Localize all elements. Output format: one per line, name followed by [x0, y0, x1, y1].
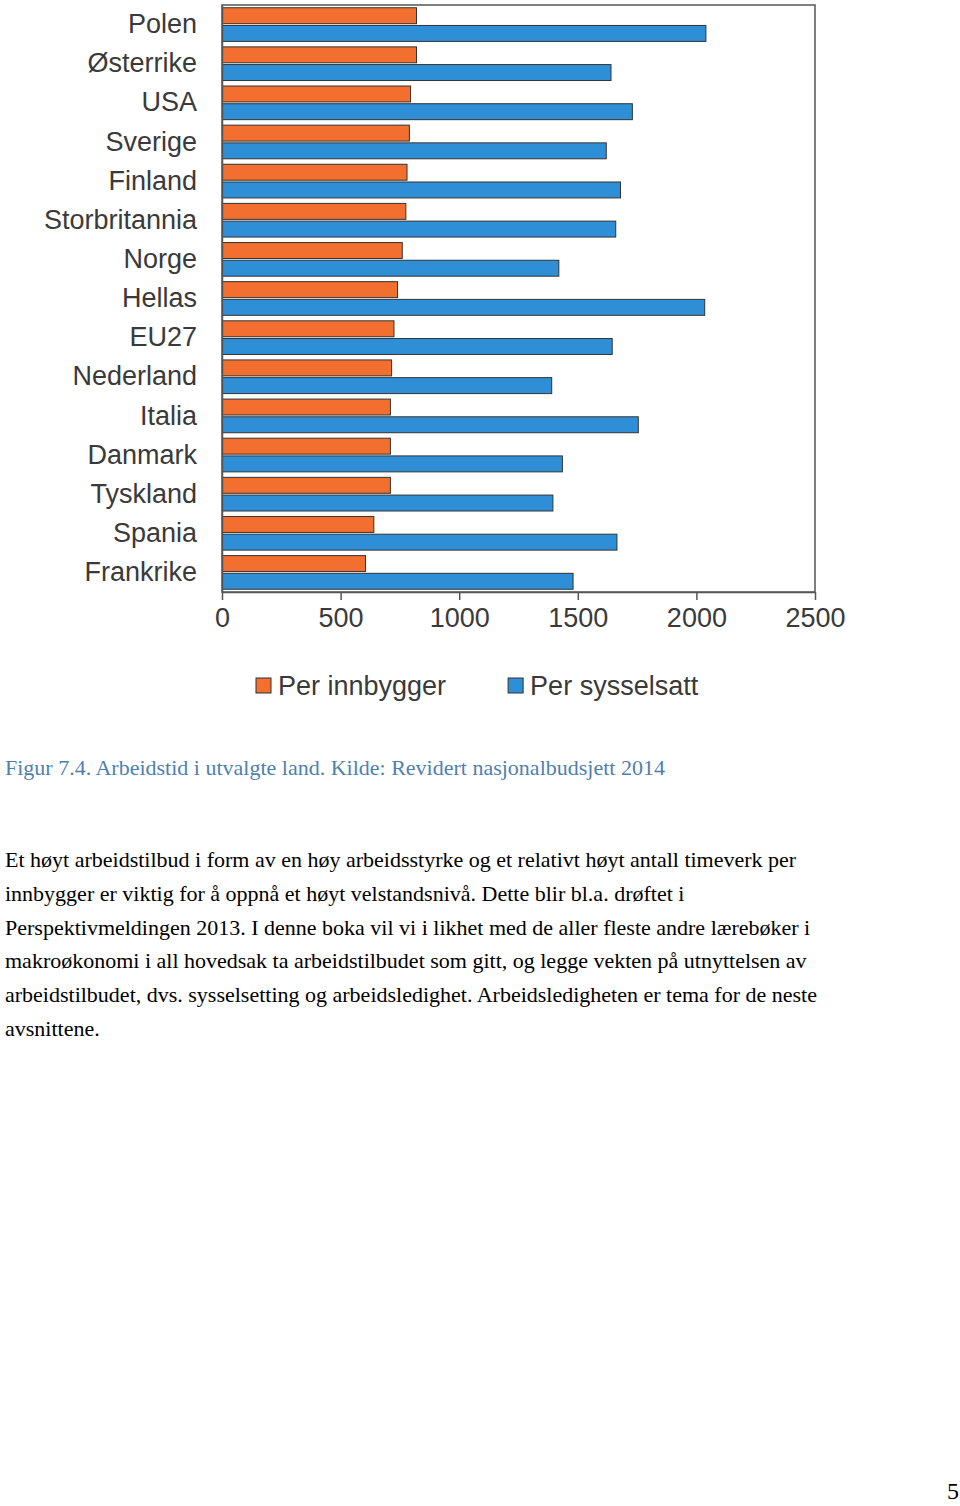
bar	[222, 456, 562, 472]
bar	[222, 104, 632, 120]
bar	[222, 299, 705, 315]
x-tick-label: 0	[215, 603, 230, 633]
bar	[222, 143, 606, 159]
bar	[222, 417, 638, 433]
y-tick: Spania	[113, 518, 222, 548]
bar	[222, 438, 390, 454]
x-tick-mark	[222, 592, 224, 600]
y-tick: Finland	[108, 166, 222, 196]
x-tick: 1000	[430, 592, 490, 633]
x-axis: 0 500 1000 1500 2000 2500	[215, 592, 846, 633]
x-tick: 0	[215, 592, 230, 633]
bar	[222, 477, 390, 493]
caption: Figur 7.4. Arbeidstid i utvalgte land. K…	[5, 755, 665, 781]
y-tick: Storbritannia	[44, 205, 222, 235]
bar	[222, 243, 402, 259]
bar	[222, 125, 409, 141]
y-tick: Østerrike	[87, 48, 222, 78]
bar	[222, 182, 620, 198]
text-line: Et høyt arbeidstilbud i form av en høy a…	[5, 843, 817, 877]
bar	[222, 164, 407, 180]
y-tick-label: Danmark	[87, 440, 197, 470]
y-tick: Hellas	[122, 283, 222, 313]
y-tick-label: Frankrike	[84, 557, 197, 587]
y-tick-label: Spania	[113, 518, 198, 548]
y-tick: Tyskland	[90, 479, 222, 509]
y-tick-label: EU27	[129, 322, 197, 352]
y-tick: Nederland	[72, 361, 222, 391]
bar	[222, 260, 559, 276]
y-tick-label: Norge	[123, 244, 197, 274]
bar	[222, 556, 366, 572]
y-axis-line	[222, 6, 224, 593]
y-tick-label: Østerrike	[87, 48, 197, 78]
text-line: innbygger er viktig for å oppnå et høyt …	[5, 877, 817, 911]
y-tick: USA	[141, 87, 222, 117]
text-line: Perspektivmeldingen 2013. I denne boka v…	[5, 911, 817, 945]
bar	[222, 495, 553, 511]
bar	[222, 516, 374, 532]
x-tick-mark	[578, 592, 580, 600]
bar	[222, 47, 417, 63]
x-tick-label: 2500	[785, 603, 845, 633]
paragraph: Et høyt arbeidstilbud i form av en høy a…	[5, 843, 817, 1046]
x-tick-mark	[696, 592, 698, 600]
y-tick: Polen	[128, 9, 222, 39]
x-tick-label: 1000	[430, 603, 490, 633]
y-tick-label: Polen	[128, 9, 197, 39]
bar	[222, 399, 390, 415]
chart: 0 500 1000 1500 2000 2500 Polen Østerrike USA Sve…	[0, 0, 960, 720]
x-tick: 2000	[667, 592, 727, 633]
x-tick-mark	[340, 592, 342, 600]
x-tick: 2500	[785, 592, 845, 633]
x-tick-mark	[459, 592, 461, 600]
bar	[222, 25, 706, 41]
y-tick: Danmark	[87, 440, 222, 470]
y-tick: Sverige	[105, 127, 222, 157]
y-tick: Italia	[140, 401, 222, 431]
x-tick: 500	[319, 592, 364, 633]
x-axis-line	[223, 592, 816, 594]
y-tick-label: Tyskland	[90, 479, 197, 509]
legend-label: Per sysselsatt	[530, 671, 699, 701]
bar	[222, 360, 392, 376]
y-tick: Norge	[123, 244, 222, 274]
y-tick-label: USA	[141, 87, 197, 117]
bar	[222, 339, 612, 355]
y-tick-label: Finland	[108, 166, 197, 196]
x-tick-label: 1500	[548, 603, 608, 633]
y-tick-label: Nederland	[72, 361, 197, 391]
bar	[222, 321, 394, 337]
text-line: avsnittene.	[5, 1012, 817, 1046]
x-tick: 1500	[548, 592, 608, 633]
bar	[222, 534, 617, 550]
legend-swatch	[508, 678, 523, 693]
page-number: 5	[947, 1478, 959, 1505]
x-tick-label: 2000	[667, 603, 727, 633]
y-tick: EU27	[129, 322, 222, 352]
bar	[222, 573, 573, 589]
x-tick-mark	[815, 592, 817, 600]
y-tick-label: Sverige	[105, 127, 197, 157]
legend: Per innbygger Per sysselsatt	[256, 671, 699, 701]
y-tick-label: Storbritannia	[44, 205, 198, 235]
x-tick-label: 500	[319, 603, 364, 633]
y-axis: Polen Østerrike USA Sverige Finland Storbrita…	[44, 6, 223, 593]
text-line: makroøkonomi i all hovedsak ta arbeidsti…	[5, 944, 817, 978]
bars	[222, 8, 706, 590]
legend-label: Per innbygger	[278, 671, 446, 701]
bar	[222, 282, 398, 298]
text-line: arbeidstilbudet, dvs. sysselsetting og a…	[5, 978, 817, 1012]
bar	[222, 203, 406, 219]
bar	[222, 378, 552, 394]
plot-frame	[222, 5, 815, 592]
y-tick-label: Hellas	[122, 283, 197, 313]
legend-swatch	[256, 678, 271, 693]
bar	[222, 86, 411, 102]
y-tick-label: Italia	[140, 401, 198, 431]
bar	[222, 221, 616, 237]
bar	[222, 8, 417, 24]
bar	[222, 65, 611, 81]
y-tick: Frankrike	[84, 557, 222, 587]
